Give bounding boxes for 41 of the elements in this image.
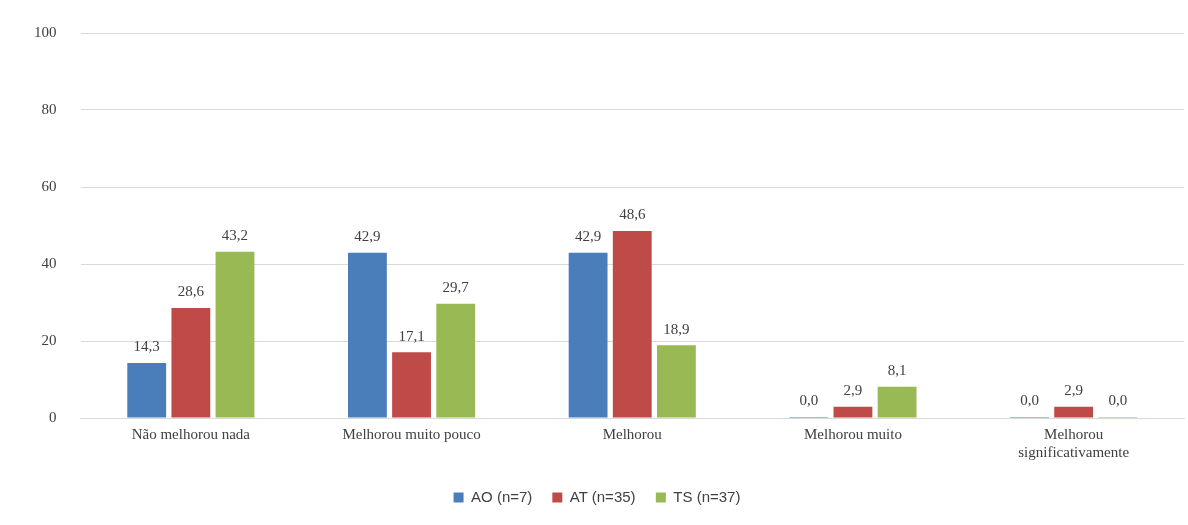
bar bbox=[127, 362, 167, 418]
data-label: 43,2 bbox=[221, 227, 249, 244]
data-label: 42,9 bbox=[354, 228, 381, 245]
bar bbox=[171, 307, 211, 418]
bar bbox=[833, 406, 873, 418]
data-label: 48,6 bbox=[619, 206, 646, 223]
y-tick-label: 40 bbox=[41, 254, 57, 271]
data-label: 0,0 bbox=[1108, 392, 1128, 409]
data-label: 0,0 bbox=[1020, 392, 1039, 409]
x-tick-label: Melhorou significativamente bbox=[1018, 425, 1130, 460]
data-label: 2,9 bbox=[1064, 382, 1084, 399]
y-tick-label: 0 bbox=[49, 408, 57, 425]
legend-label: AT (n=35) bbox=[569, 487, 636, 505]
y-tick-label: 100 bbox=[34, 23, 57, 40]
x-tick-label: Melhorou muito pouco bbox=[342, 425, 481, 442]
data-label: 28,6 bbox=[177, 283, 205, 300]
bar bbox=[877, 386, 917, 418]
bar bbox=[215, 251, 255, 418]
data-label: 17,1 bbox=[398, 327, 425, 344]
bar bbox=[568, 252, 608, 418]
data-label: 8,1 bbox=[887, 362, 907, 379]
bar bbox=[612, 230, 652, 418]
x-tick-label: Não melhorou nada bbox=[131, 425, 251, 442]
bar bbox=[1054, 406, 1094, 418]
data-label: 42,9 bbox=[574, 228, 602, 245]
data-label: 0,0 bbox=[799, 392, 819, 409]
y-tick-label: 60 bbox=[41, 177, 57, 194]
data-label: 18,9 bbox=[663, 320, 690, 337]
x-tick-label: Melhorou muito bbox=[803, 425, 902, 442]
legend-label: TS (n=37) bbox=[673, 487, 741, 505]
bar bbox=[656, 345, 696, 418]
data-label: 14,3 bbox=[133, 338, 160, 355]
legend-label: AO (n=7) bbox=[471, 487, 533, 505]
data-label: 29,7 bbox=[442, 279, 470, 296]
y-tick-label: 80 bbox=[41, 100, 57, 117]
x-tick-label: Melhorou bbox=[602, 425, 663, 442]
data-label: 2,9 bbox=[843, 382, 863, 399]
bar bbox=[347, 252, 387, 418]
bar bbox=[436, 303, 476, 418]
bar bbox=[392, 352, 431, 418]
y-tick-label: 20 bbox=[41, 331, 57, 348]
